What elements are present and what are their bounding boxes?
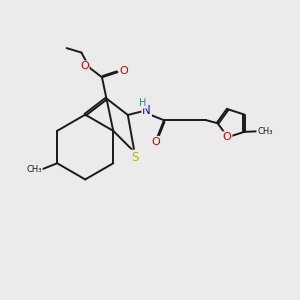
Text: N: N	[142, 104, 151, 117]
Text: CH₃: CH₃	[257, 127, 273, 136]
Text: S: S	[131, 151, 138, 164]
Text: H: H	[139, 98, 146, 108]
Text: O: O	[80, 61, 89, 71]
Text: O: O	[152, 137, 161, 147]
Text: O: O	[119, 66, 128, 76]
Text: O: O	[223, 132, 232, 142]
Text: CH₃: CH₃	[26, 165, 42, 174]
